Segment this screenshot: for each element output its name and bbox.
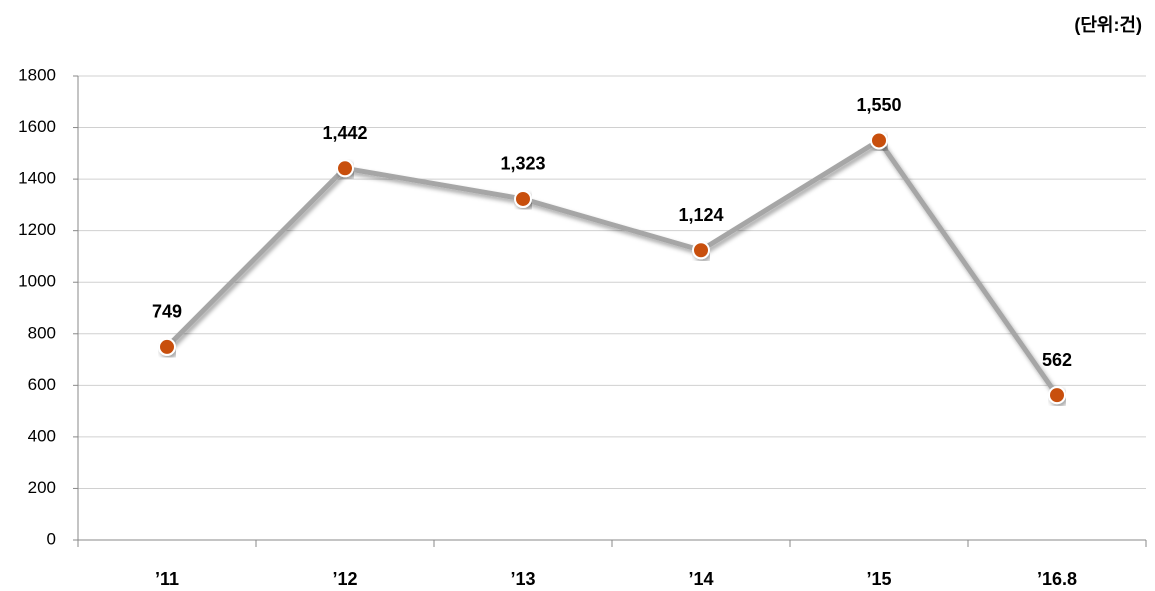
y-tick-label: 400 [28,426,56,445]
data-label: 562 [1042,350,1072,370]
y-tick-label: 0 [47,529,56,548]
data-point [514,189,532,208]
data-label: 1,550 [856,95,901,115]
y-tick-label: 1200 [18,220,56,239]
y-tick-label: 1000 [18,272,56,291]
unit-annotation: (단위:건) [1074,15,1142,35]
y-tick-label: 600 [28,375,56,394]
y-tick-label: 1800 [18,65,56,84]
data-point [870,131,888,150]
data-label: 749 [152,302,182,322]
data-label: 1,323 [500,154,545,174]
data-point [158,337,176,356]
data-label: 1,124 [678,205,723,225]
x-tick-label: ’13 [510,569,535,589]
series-line [165,137,1060,397]
x-tick-label: ’12 [332,569,357,589]
y-tick-label: 1400 [18,169,56,188]
y-tick-label: 1600 [18,117,56,136]
x-tick-label: ’15 [866,569,891,589]
y-tick-label: 800 [28,323,56,342]
x-tick-label: ’14 [688,569,713,589]
data-label: 1,442 [322,123,367,143]
data-point [692,241,710,260]
y-tick-label: 200 [28,478,56,497]
data-point [1048,386,1066,405]
data-point [336,159,354,178]
x-tick-label: ’16.8 [1037,569,1077,589]
x-tick-label: ’11 [155,569,179,589]
